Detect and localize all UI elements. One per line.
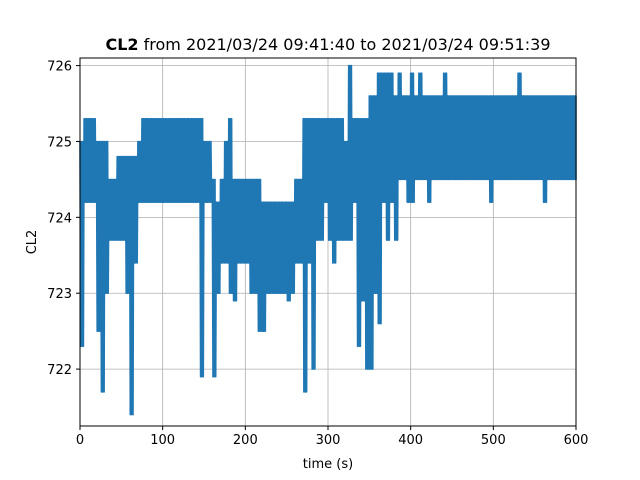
x-tick-label: 400 [398,433,423,448]
x-tick-label: 500 [481,433,506,448]
y-tick-label: 722 [47,363,72,378]
chart-title-bold: CL2 [105,35,138,54]
axes: 0 100 200 300 400 500 600 722 723 724 725 726 [47,57,589,448]
y-tick-label: 726 [47,60,72,75]
x-tick-label: 300 [316,433,341,448]
y-axis-label: CL2 [25,230,40,255]
x-axis-label: time (s) [303,457,353,472]
y-tick-label: 724 [47,211,72,226]
x-tick-label: 200 [233,433,258,448]
y-tick-label: 723 [47,287,72,302]
chart-title: CL2 from 2021/03/24 09:41:40 to 2021/03/… [105,35,550,54]
chart-title-rest: from 2021/03/24 09:41:40 to 2021/03/24 0… [139,35,551,54]
x-tick-label: 0 [76,433,84,448]
plot-area [79,64,577,416]
x-tick-label: 600 [564,433,589,448]
x-tick-label: 100 [150,433,175,448]
series-line [79,64,577,416]
y-tick-label: 725 [47,135,72,150]
